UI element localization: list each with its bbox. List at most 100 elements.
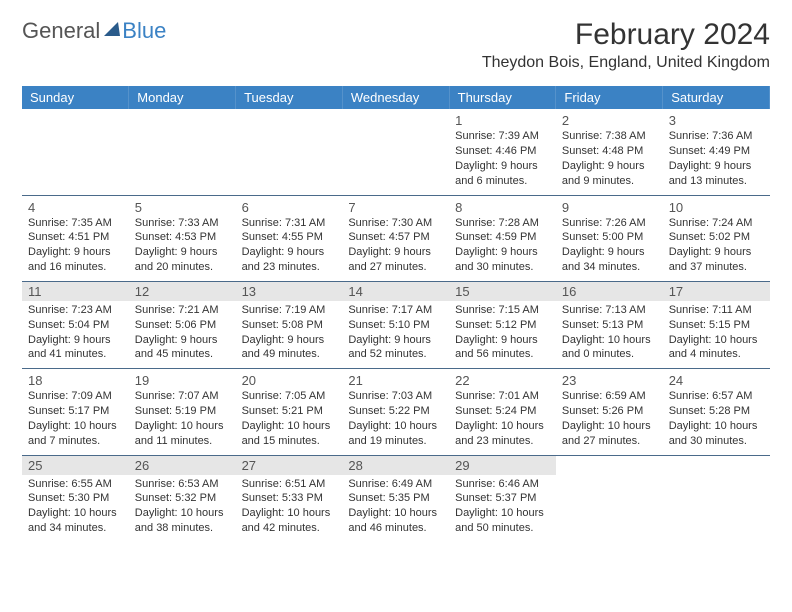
day-info: Sunrise: 7:35 AMSunset: 4:51 PMDaylight:…: [28, 216, 123, 275]
logo-triangle-icon: [104, 22, 120, 36]
day-number: 1: [455, 113, 550, 128]
calendar-day-cell: 13 Sunrise: 7:19 AMSunset: 5:08 PMDayligh…: [236, 281, 343, 368]
day-info: Sunrise: 7:11 AMSunset: 5:15 PMDaylight:…: [669, 303, 764, 362]
day-number: 8: [455, 200, 550, 215]
day-number: 13: [236, 282, 343, 301]
calendar-day-cell: 19Sunrise: 7:07 AMSunset: 5:19 PMDayligh…: [129, 369, 236, 455]
calendar-day-cell: 11 Sunrise: 7:23 AMSunset: 5:04 PMDayligh…: [22, 281, 129, 368]
day-number: 20: [242, 373, 337, 388]
day-number: 22: [455, 373, 550, 388]
day-number: 28: [342, 456, 449, 475]
day-number: 3: [669, 113, 764, 128]
day-header: Monday: [129, 86, 236, 109]
calendar-empty-cell: [236, 109, 343, 195]
day-info: Sunrise: 7:23 AMSunset: 5:04 PMDaylight:…: [28, 303, 123, 362]
day-info: Sunrise: 7:09 AMSunset: 5:17 PMDaylight:…: [28, 389, 123, 448]
calendar-day-cell: 26Sunrise: 6:53 AMSunset: 5:32 PMDayligh…: [129, 455, 236, 542]
day-info: Sunrise: 7:17 AMSunset: 5:10 PMDaylight:…: [348, 303, 443, 362]
day-number: 10: [669, 200, 764, 215]
calendar-day-cell: 29Sunrise: 6:46 AMSunset: 5:37 PMDayligh…: [449, 455, 556, 542]
day-header-row: SundayMondayTuesdayWednesdayThursdayFrid…: [22, 86, 770, 109]
calendar-table: SundayMondayTuesdayWednesdayThursdayFrid…: [22, 86, 770, 542]
calendar-day-cell: 14 Sunrise: 7:17 AMSunset: 5:10 PMDayligh…: [342, 281, 449, 368]
day-info: Sunrise: 7:07 AMSunset: 5:19 PMDaylight:…: [135, 389, 230, 448]
day-info: Sunrise: 7:05 AMSunset: 5:21 PMDaylight:…: [242, 389, 337, 448]
day-header: Saturday: [663, 86, 770, 109]
day-number: 6: [242, 200, 337, 215]
calendar-day-cell: 6Sunrise: 7:31 AMSunset: 4:55 PMDaylight…: [236, 195, 343, 281]
calendar-day-cell: 15 Sunrise: 7:15 AMSunset: 5:12 PMDayligh…: [449, 281, 556, 368]
calendar-day-cell: 23Sunrise: 6:59 AMSunset: 5:26 PMDayligh…: [556, 369, 663, 455]
day-number: 18: [28, 373, 123, 388]
calendar-week-row: 18Sunrise: 7:09 AMSunset: 5:17 PMDayligh…: [22, 369, 770, 455]
day-number: 7: [348, 200, 443, 215]
day-info: Sunrise: 7:15 AMSunset: 5:12 PMDaylight:…: [455, 303, 550, 362]
logo: General Blue: [22, 18, 166, 44]
calendar-day-cell: 27 Sunrise: 6:51 AMSunset: 5:33 PMDayligh…: [236, 455, 343, 542]
calendar-day-cell: 4Sunrise: 7:35 AMSunset: 4:51 PMDaylight…: [22, 195, 129, 281]
calendar-day-cell: 18Sunrise: 7:09 AMSunset: 5:17 PMDayligh…: [22, 369, 129, 455]
day-number: 9: [562, 200, 657, 215]
day-info: Sunrise: 7:33 AMSunset: 4:53 PMDaylight:…: [135, 216, 230, 275]
location-subtitle: Theydon Bois, England, United Kingdom: [482, 54, 770, 72]
calendar-empty-cell: [342, 109, 449, 195]
day-header: Tuesday: [236, 86, 343, 109]
day-info: Sunrise: 7:03 AMSunset: 5:22 PMDaylight:…: [348, 389, 443, 448]
day-info: Sunrise: 6:51 AMSunset: 5:33 PMDaylight:…: [242, 477, 337, 536]
calendar-empty-cell: [129, 109, 236, 195]
calendar-day-cell: 8Sunrise: 7:28 AMSunset: 4:59 PMDaylight…: [449, 195, 556, 281]
day-number: 15: [449, 282, 556, 301]
day-number: 4: [28, 200, 123, 215]
header: General Blue February 2024 Theydon Bois,…: [22, 18, 770, 72]
day-info: Sunrise: 7:01 AMSunset: 5:24 PMDaylight:…: [455, 389, 550, 448]
calendar-week-row: 4Sunrise: 7:35 AMSunset: 4:51 PMDaylight…: [22, 195, 770, 281]
calendar-empty-cell: [663, 455, 770, 542]
day-header: Thursday: [449, 86, 556, 109]
day-info: Sunrise: 7:21 AMSunset: 5:06 PMDaylight:…: [135, 303, 230, 362]
day-number: 2: [562, 113, 657, 128]
day-info: Sunrise: 7:31 AMSunset: 4:55 PMDaylight:…: [242, 216, 337, 275]
day-number: 11: [22, 282, 129, 301]
day-number: 24: [669, 373, 764, 388]
day-info: Sunrise: 6:49 AMSunset: 5:35 PMDaylight:…: [348, 477, 443, 536]
calendar-day-cell: 2Sunrise: 7:38 AMSunset: 4:48 PMDaylight…: [556, 109, 663, 195]
day-info: Sunrise: 7:30 AMSunset: 4:57 PMDaylight:…: [348, 216, 443, 275]
day-number: 27: [236, 456, 343, 475]
day-number: 23: [562, 373, 657, 388]
calendar-day-cell: 3Sunrise: 7:36 AMSunset: 4:49 PMDaylight…: [663, 109, 770, 195]
day-info: Sunrise: 6:55 AMSunset: 5:30 PMDaylight:…: [28, 477, 123, 536]
calendar-day-cell: 25 Sunrise: 6:55 AMSunset: 5:30 PMDayligh…: [22, 455, 129, 542]
calendar-week-row: 11 Sunrise: 7:23 AMSunset: 5:04 PMDayligh…: [22, 281, 770, 368]
day-number: 17: [663, 282, 770, 301]
day-info: Sunrise: 7:26 AMSunset: 5:00 PMDaylight:…: [562, 216, 657, 275]
day-number: 16: [556, 282, 663, 301]
calendar-day-cell: 20Sunrise: 7:05 AMSunset: 5:21 PMDayligh…: [236, 369, 343, 455]
day-info: Sunrise: 6:46 AMSunset: 5:37 PMDaylight:…: [455, 477, 550, 536]
month-title: February 2024: [482, 18, 770, 52]
day-number: 21: [348, 373, 443, 388]
day-number: 12: [129, 282, 236, 301]
calendar-day-cell: 7Sunrise: 7:30 AMSunset: 4:57 PMDaylight…: [342, 195, 449, 281]
day-info: Sunrise: 7:28 AMSunset: 4:59 PMDaylight:…: [455, 216, 550, 275]
calendar-day-cell: 5Sunrise: 7:33 AMSunset: 4:53 PMDaylight…: [129, 195, 236, 281]
day-info: Sunrise: 7:39 AMSunset: 4:46 PMDaylight:…: [455, 129, 550, 188]
calendar-day-cell: 10Sunrise: 7:24 AMSunset: 5:02 PMDayligh…: [663, 195, 770, 281]
calendar-day-cell: 21Sunrise: 7:03 AMSunset: 5:22 PMDayligh…: [342, 369, 449, 455]
day-number: 26: [129, 456, 236, 475]
day-number: 5: [135, 200, 230, 215]
calendar-week-row: 1Sunrise: 7:39 AMSunset: 4:46 PMDaylight…: [22, 109, 770, 195]
day-number: 25: [22, 456, 129, 475]
calendar-day-cell: 1Sunrise: 7:39 AMSunset: 4:46 PMDaylight…: [449, 109, 556, 195]
day-info: Sunrise: 6:57 AMSunset: 5:28 PMDaylight:…: [669, 389, 764, 448]
day-info: Sunrise: 7:13 AMSunset: 5:13 PMDaylight:…: [562, 303, 657, 362]
calendar-day-cell: 28 Sunrise: 6:49 AMSunset: 5:35 PMDayligh…: [342, 455, 449, 542]
calendar-empty-cell: [22, 109, 129, 195]
calendar-day-cell: 24Sunrise: 6:57 AMSunset: 5:28 PMDayligh…: [663, 369, 770, 455]
day-info: Sunrise: 7:19 AMSunset: 5:08 PMDaylight:…: [242, 303, 337, 362]
day-header: Wednesday: [342, 86, 449, 109]
calendar-week-row: 25 Sunrise: 6:55 AMSunset: 5:30 PMDayligh…: [22, 455, 770, 542]
day-info: Sunrise: 6:59 AMSunset: 5:26 PMDaylight:…: [562, 389, 657, 448]
day-number: 14: [342, 282, 449, 301]
calendar-day-cell: 22Sunrise: 7:01 AMSunset: 5:24 PMDayligh…: [449, 369, 556, 455]
day-number: 19: [135, 373, 230, 388]
